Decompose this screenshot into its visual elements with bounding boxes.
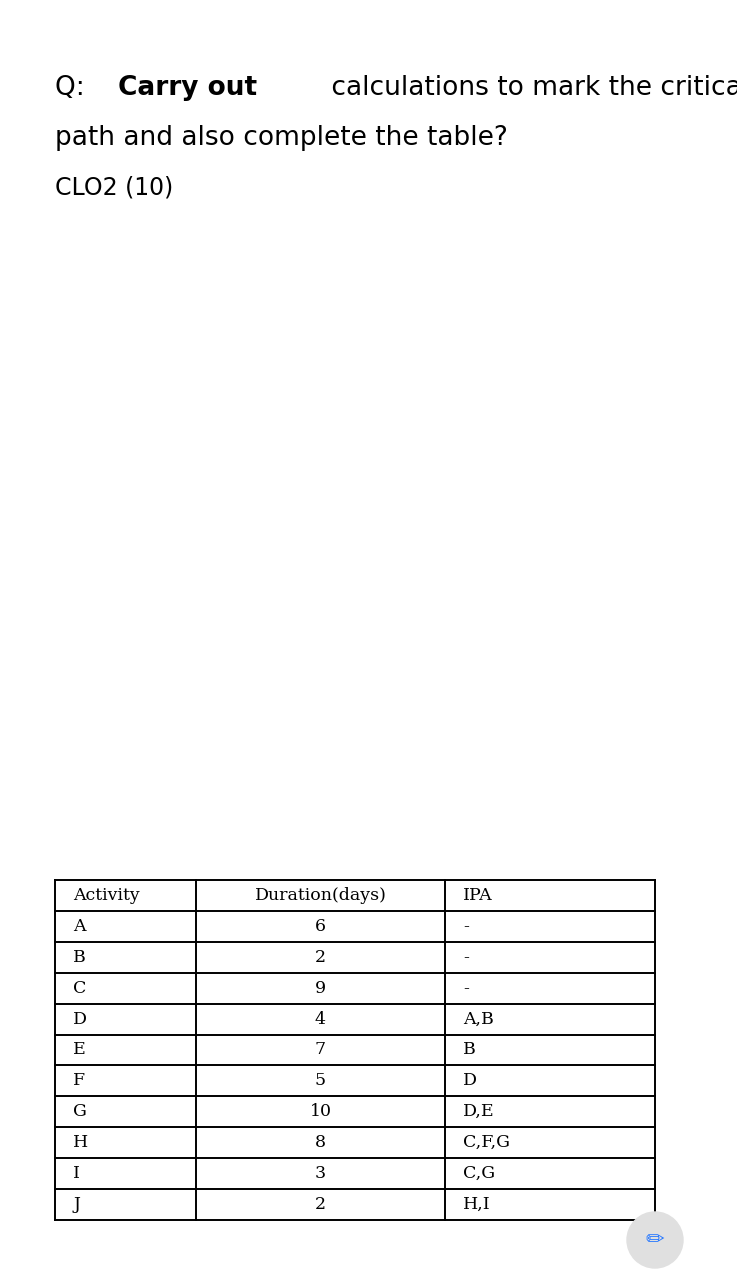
Text: F: F [73,1073,85,1089]
Text: -: - [463,979,469,997]
Text: C,G: C,G [463,1165,495,1183]
Text: -: - [463,948,469,966]
Text: A,B: A,B [463,1011,494,1028]
Text: 3: 3 [315,1165,326,1183]
Text: C: C [73,979,86,997]
Text: 2: 2 [315,948,326,966]
Text: 8: 8 [315,1134,326,1151]
Text: IPA: IPA [463,887,492,904]
Text: -: - [463,918,469,934]
Text: 2: 2 [315,1196,326,1213]
Text: B: B [73,948,85,966]
Text: 4: 4 [315,1011,326,1028]
Text: H: H [73,1134,88,1151]
Text: Carry out: Carry out [118,76,256,101]
Text: ✏: ✏ [646,1230,664,1251]
Text: path and also complete the table?: path and also complete the table? [55,125,508,151]
Text: 10: 10 [310,1103,332,1120]
Text: B: B [463,1042,476,1059]
Text: J: J [73,1196,80,1213]
Text: D: D [73,1011,87,1028]
Text: 5: 5 [315,1073,326,1089]
Text: D: D [463,1073,477,1089]
Text: 9: 9 [315,979,326,997]
Text: A: A [73,918,85,934]
Circle shape [627,1212,683,1268]
Text: E: E [73,1042,85,1059]
Text: G: G [73,1103,87,1120]
Text: Activity: Activity [73,887,140,904]
Text: 6: 6 [315,918,326,934]
Text: C,F,G: C,F,G [463,1134,510,1151]
Text: H,I: H,I [463,1196,491,1213]
Text: CLO2 (10): CLO2 (10) [55,175,173,198]
Text: calculations to mark the critical: calculations to mark the critical [323,76,737,101]
Text: Duration(days): Duration(days) [254,887,386,904]
Text: D,E: D,E [463,1103,495,1120]
Text: I: I [73,1165,80,1183]
Text: 7: 7 [315,1042,326,1059]
Text: Q:: Q: [55,76,93,101]
